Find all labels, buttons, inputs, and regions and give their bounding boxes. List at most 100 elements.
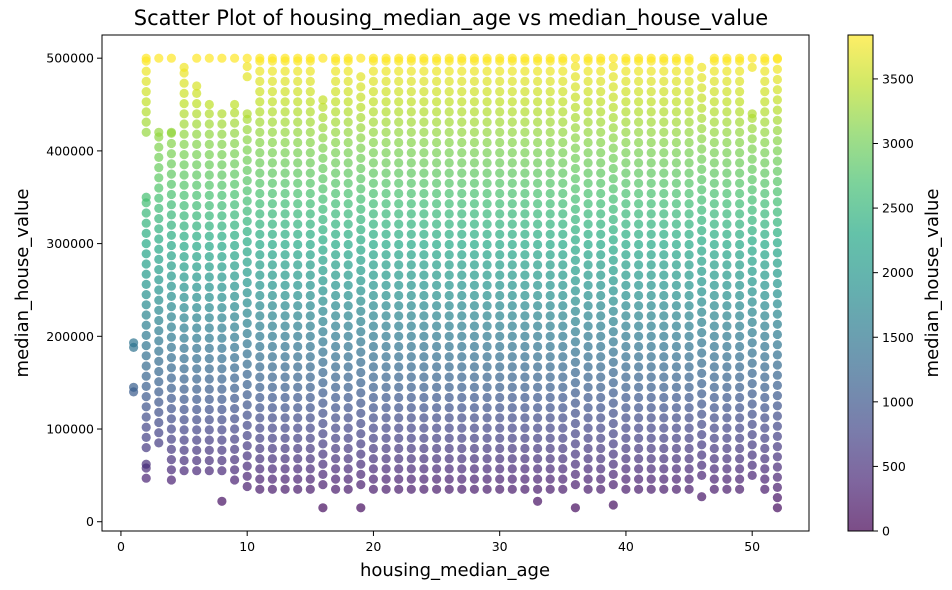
scatter-point xyxy=(368,178,378,188)
scatter-point xyxy=(570,327,581,337)
scatter-point xyxy=(621,362,631,372)
scatter-point xyxy=(141,310,151,320)
scatter-point xyxy=(419,148,429,158)
scatter-point xyxy=(331,403,341,413)
scatter-point xyxy=(179,62,189,72)
scatter-point xyxy=(280,331,290,341)
scatter-point xyxy=(608,123,618,133)
scatter-point xyxy=(204,292,214,302)
scatter-point xyxy=(293,137,303,148)
scatter-point xyxy=(179,252,189,262)
scatter-point xyxy=(444,433,454,443)
scatter-point xyxy=(760,87,770,97)
scatter-point xyxy=(722,260,732,270)
scatter-point xyxy=(709,474,719,484)
scatter-point xyxy=(179,160,189,170)
y-tick-label: 0 xyxy=(86,514,94,529)
scatter-point xyxy=(495,403,505,413)
scatter-point xyxy=(154,315,164,326)
scatter-point xyxy=(634,260,644,270)
scatter-point xyxy=(242,145,252,155)
scatter-point xyxy=(331,209,341,219)
scatter-point xyxy=(204,445,214,455)
scatter-point xyxy=(772,462,783,472)
scatter-point xyxy=(204,313,214,323)
scatter-point xyxy=(533,311,543,321)
scatter-point xyxy=(507,209,517,219)
scatter-point xyxy=(305,76,315,86)
scatter-point xyxy=(444,178,454,188)
scatter-point xyxy=(255,229,265,239)
scatter-point xyxy=(255,301,265,311)
scatter-point xyxy=(267,168,277,178)
scatter-point xyxy=(318,469,328,479)
scatter-point xyxy=(255,239,265,250)
scatter-point xyxy=(507,290,517,301)
scatter-point xyxy=(507,107,517,117)
scatter-point xyxy=(608,459,618,469)
scatter-point xyxy=(735,260,745,270)
scatter-point xyxy=(192,211,202,221)
scatter-point xyxy=(533,87,543,97)
scatter-point xyxy=(293,53,303,63)
scatter-point xyxy=(722,392,732,403)
scatter-point xyxy=(305,443,315,454)
scatter-point xyxy=(735,433,745,443)
scatter-point xyxy=(343,199,353,209)
scatter-point xyxy=(217,150,227,160)
scatter-point xyxy=(735,148,745,158)
scatter-point xyxy=(166,251,176,261)
scatter-point xyxy=(634,87,644,97)
scatter-point xyxy=(583,341,593,352)
scatter-point xyxy=(533,53,543,63)
scatter-point xyxy=(318,296,328,306)
scatter-point xyxy=(331,362,341,372)
scatter-point xyxy=(570,204,581,214)
scatter-point xyxy=(331,280,341,290)
scatter-point xyxy=(634,311,644,321)
scatter-point xyxy=(735,382,745,392)
scatter-point xyxy=(570,174,581,184)
scatter-point xyxy=(166,149,176,159)
scatter-point xyxy=(507,260,517,270)
scatter-point xyxy=(735,280,745,290)
scatter-point xyxy=(747,338,757,348)
scatter-point xyxy=(596,127,606,137)
scatter-point xyxy=(293,454,303,464)
scatter-point xyxy=(722,87,732,97)
scatter-point xyxy=(154,142,164,152)
scatter-point xyxy=(141,392,151,402)
x-tick-label: 30 xyxy=(492,539,508,554)
scatter-point xyxy=(621,341,631,352)
scatter-point xyxy=(204,150,214,160)
scatter-point xyxy=(432,484,442,494)
scatter-point xyxy=(343,148,353,158)
scatter-point xyxy=(192,272,202,282)
scatter-point xyxy=(293,117,303,127)
scatter-point xyxy=(368,311,378,321)
scatter-point xyxy=(697,379,707,389)
scatter-point xyxy=(659,260,669,270)
scatter-point xyxy=(507,474,517,484)
scatter-point xyxy=(381,219,391,229)
scatter-point xyxy=(154,346,164,356)
scatter-point xyxy=(520,280,530,290)
scatter-point xyxy=(482,76,492,86)
scatter-point xyxy=(154,407,164,417)
scatter-point xyxy=(469,413,479,423)
scatter-point xyxy=(318,112,328,123)
scatter-point xyxy=(141,351,151,361)
scatter-point xyxy=(381,392,391,403)
scatter-point xyxy=(495,97,505,107)
scatter-point xyxy=(772,319,783,329)
scatter-point xyxy=(469,219,479,229)
scatter-point xyxy=(659,382,669,392)
scatter-point xyxy=(697,307,707,317)
scatter-point xyxy=(646,403,656,413)
scatter-point xyxy=(747,470,757,480)
scatter-point xyxy=(356,153,366,163)
scatter-point xyxy=(166,200,176,210)
scatter-point xyxy=(217,415,227,425)
scatter-point xyxy=(293,209,303,219)
scatter-point xyxy=(166,342,176,352)
